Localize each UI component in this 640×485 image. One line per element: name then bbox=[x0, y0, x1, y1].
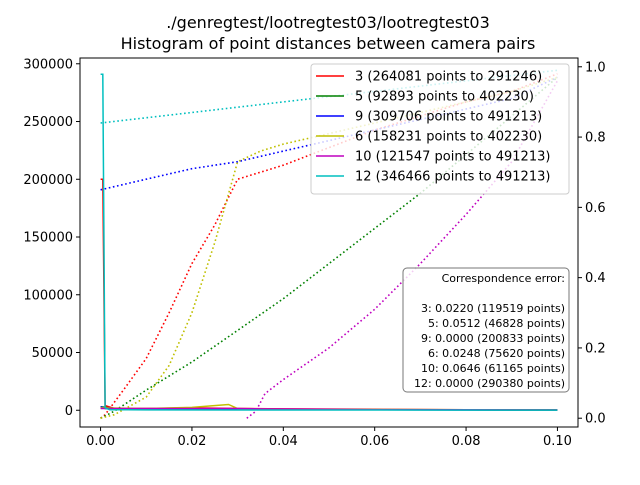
correspondence-error-box: Correspondence error: 3: 0.0220 (119519 … bbox=[402, 267, 570, 393]
x-tick-label: 0.06 bbox=[360, 434, 389, 449]
y-left-tick-label: 200000 bbox=[23, 173, 73, 188]
y-axis-right: 0.0 0.2 0.4 0.6 0.8 1.0 bbox=[578, 60, 606, 427]
y-axis-left: 0 50000 100000 150000 200000 250000 300000 bbox=[23, 57, 80, 419]
plot-area-frame bbox=[79, 57, 579, 428]
annotation-box bbox=[402, 267, 570, 393]
annotation-title: Correspondence error: bbox=[442, 272, 565, 285]
legend-box bbox=[310, 63, 570, 195]
legend-label: 12 (346466 points to 491213) bbox=[355, 170, 550, 185]
chart-title-line-2: Histogram of point distances between cam… bbox=[121, 34, 536, 53]
legend-label: 3 (264081 points to 291246) bbox=[355, 70, 542, 85]
legend-label: 6 (158231 points to 402230) bbox=[355, 130, 542, 145]
cumulative-line-series-1 bbox=[100, 76, 558, 419]
annotation-line: 6: 0.0248 (75620 points) bbox=[428, 347, 565, 360]
histogram-line-series-5 bbox=[100, 73, 558, 411]
y-right-tick-label: 0.4 bbox=[585, 271, 606, 286]
y-right-tick-label: 0.0 bbox=[585, 412, 606, 427]
x-axis: 0.00 0.02 0.04 0.06 0.08 0.10 bbox=[86, 427, 572, 449]
annotation-line: 3: 0.0220 (119519 points) bbox=[421, 302, 565, 315]
legend-label: 9 (309706 points to 491213) bbox=[355, 110, 542, 125]
y-left-tick-label: 100000 bbox=[23, 288, 73, 303]
x-tick-label: 0.04 bbox=[269, 434, 298, 449]
histogram-lines bbox=[100, 73, 558, 411]
y-left-tick-label: 300000 bbox=[23, 57, 73, 72]
x-tick-label: 0.02 bbox=[177, 434, 206, 449]
y-left-tick-label: 0 bbox=[65, 404, 73, 419]
y-left-tick-label: 150000 bbox=[23, 231, 73, 246]
y-right-tick-label: 1.0 bbox=[585, 60, 606, 75]
annotation-line: 5: 0.0512 (46828 points) bbox=[428, 317, 565, 330]
y-left-tick-label: 250000 bbox=[23, 115, 73, 130]
x-tick-label: 0.10 bbox=[543, 434, 572, 449]
legend: 3 (264081 points to 291246) 5 (92893 poin… bbox=[310, 63, 570, 195]
y-right-tick-label: 0.2 bbox=[585, 341, 606, 356]
y-right-tick-label: 0.6 bbox=[585, 201, 606, 216]
chart-title-line-1: ./genregtest/lootregtest03/lootregtest03 bbox=[166, 13, 490, 32]
annotation-line: 10: 0.0646 (61165 points) bbox=[421, 362, 565, 375]
annotation-line: 9: 0.0000 (200833 points) bbox=[421, 332, 565, 345]
annotation-line: 12: 0.0000 (290380 points) bbox=[414, 377, 565, 390]
cumulative-line-series-0 bbox=[100, 73, 558, 419]
legend-label: 5 (92893 points to 402230) bbox=[355, 90, 534, 105]
x-tick-label: 0.08 bbox=[452, 434, 481, 449]
x-tick-label: 0.00 bbox=[86, 434, 115, 449]
y-left-tick-label: 50000 bbox=[32, 346, 73, 361]
y-right-tick-label: 0.8 bbox=[585, 131, 606, 146]
legend-label: 10 (121547 points to 491213) bbox=[355, 150, 550, 165]
